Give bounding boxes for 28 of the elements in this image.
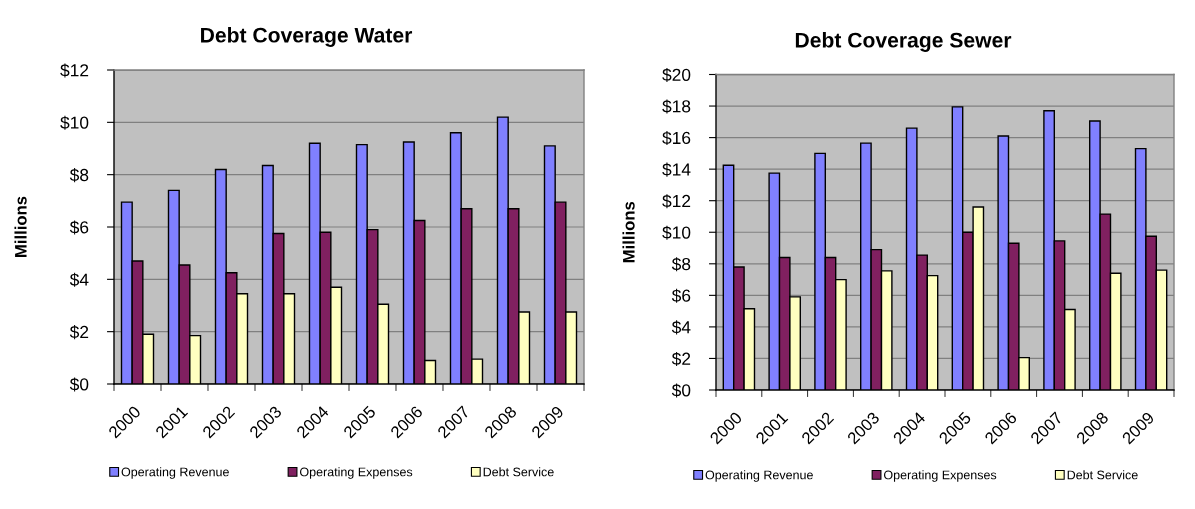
y-tick-label: $12: [662, 194, 691, 209]
legend-label: Debt Service: [1067, 470, 1138, 480]
y-tick-label: $12: [60, 63, 89, 78]
legend-label: Operating Expenses: [300, 467, 413, 479]
y-tick-label: $0: [69, 377, 89, 392]
y-tick-label: $4: [69, 272, 89, 287]
legend-label: Operating Revenue: [121, 467, 229, 479]
y-tick-label: $10: [662, 225, 691, 240]
y-tick-label: $10: [60, 115, 89, 130]
y-tick-label: $14: [662, 162, 691, 177]
y-tick-label: $4: [671, 320, 691, 335]
legend-label: Debt Service: [483, 467, 554, 477]
y-tick-label: $0: [671, 383, 691, 398]
y-tick-label: $6: [69, 220, 89, 235]
y-tick-label: $2: [69, 325, 89, 340]
y-axis-title: Millions: [14, 196, 27, 257]
legend-label: Operating Revenue: [705, 470, 813, 482]
legend-label: Operating Expenses: [884, 470, 997, 482]
y-tick-label: $2: [671, 351, 691, 366]
chart-title: Debt Coverage Sewer: [795, 32, 1012, 52]
y-tick-label: $16: [662, 131, 691, 146]
y-tick-label: $20: [662, 67, 691, 82]
y-tick-label: $8: [69, 168, 89, 183]
y-tick-label: $6: [671, 288, 691, 303]
y-tick-label: $18: [662, 99, 691, 114]
chart-title: Debt Coverage Water: [201, 27, 413, 47]
y-axis-title: Millions: [622, 201, 635, 263]
y-tick-label: $8: [671, 257, 691, 272]
